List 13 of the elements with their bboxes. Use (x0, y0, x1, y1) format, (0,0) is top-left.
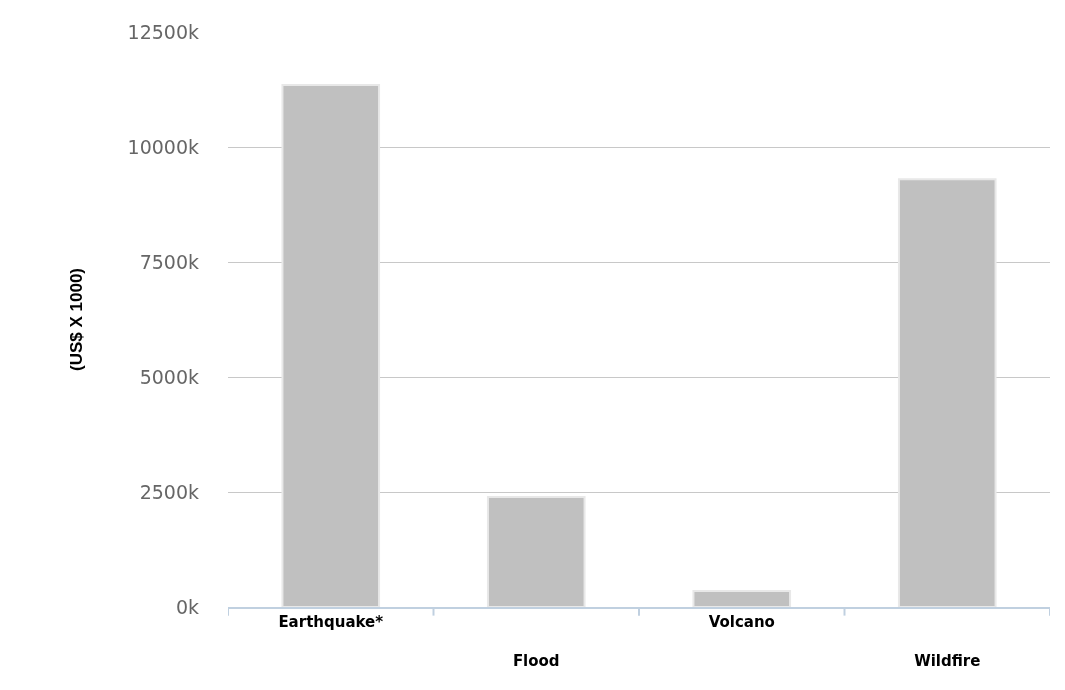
y-tick-label: 7500k (139, 250, 199, 273)
bar (692, 589, 792, 607)
x-tick-label: Earthquake* (278, 613, 384, 631)
x-tick-label: Wildfire (914, 652, 981, 670)
y-axis-title: (US$ X 1000) (67, 268, 87, 371)
y-tick-label: 0k (175, 595, 199, 618)
y-tick-label: 10000k (127, 135, 199, 158)
bar (486, 496, 586, 607)
y-tick-label: 12500k (127, 20, 199, 43)
y-tick-label: 2500k (139, 480, 199, 503)
x-tick-label: Flood (512, 652, 560, 670)
x-tick-label: Volcano (708, 613, 775, 631)
y-tick-label: 5000k (139, 365, 199, 388)
